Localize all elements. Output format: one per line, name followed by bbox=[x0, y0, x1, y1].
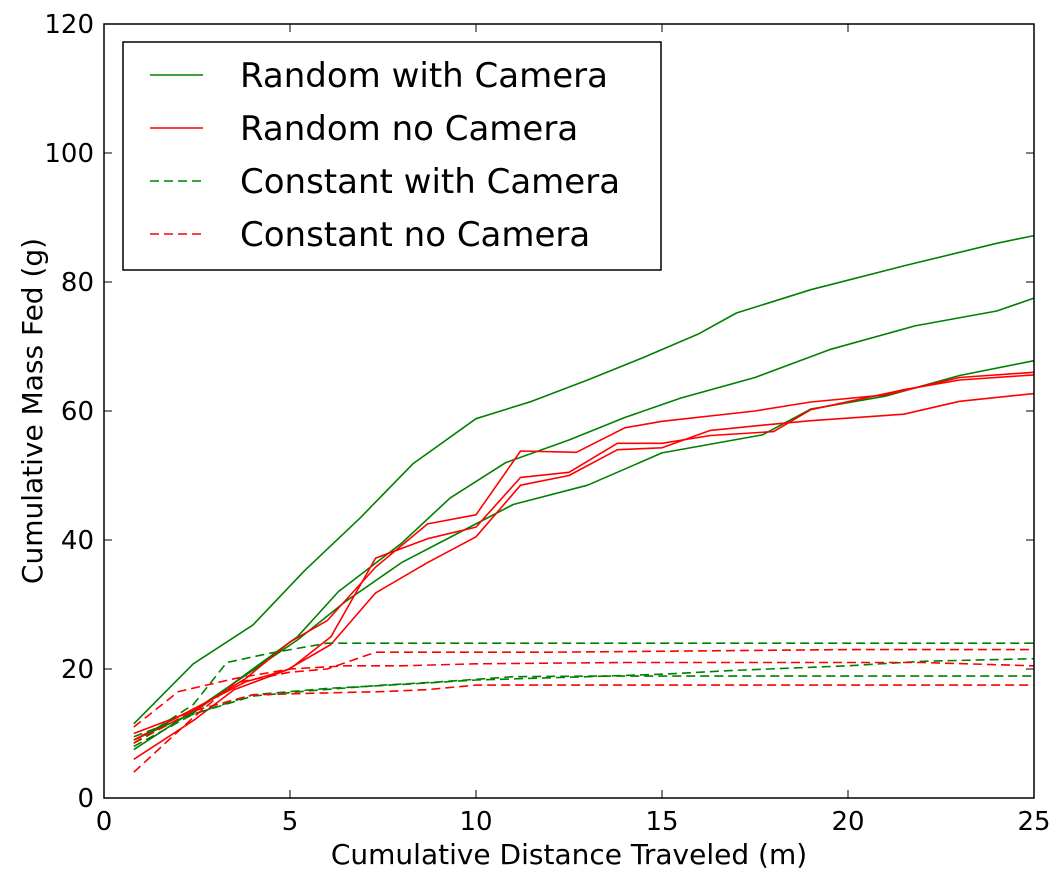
legend-label: Constant no Camera bbox=[240, 215, 590, 255]
x-tick-label: 10 bbox=[459, 807, 492, 837]
series-line-11 bbox=[133, 661, 1035, 728]
x-tick-label: 0 bbox=[96, 807, 113, 837]
legend: Random with Camera Random no Camera Consta… bbox=[122, 41, 662, 271]
x-tick-label: 5 bbox=[282, 807, 299, 837]
legend-label: Random no Camera bbox=[240, 109, 578, 149]
x-tick-label: 15 bbox=[645, 807, 678, 837]
legend-label: Random with Camera bbox=[240, 56, 608, 96]
series-line-7 bbox=[133, 642, 1034, 744]
y-tick-label: 20 bbox=[61, 655, 94, 685]
series-layer bbox=[133, 234, 1035, 773]
x-tick-label: 25 bbox=[1017, 807, 1050, 837]
y-axis-label: Cumulative Mass Fed (g) bbox=[16, 238, 49, 584]
y-tick-label: 60 bbox=[61, 397, 94, 427]
y-tick-label: 40 bbox=[61, 526, 94, 556]
y-tick-label: 0 bbox=[77, 784, 94, 814]
x-axis-label: Cumulative Distance Traveled (m) bbox=[331, 838, 807, 871]
series-line-4 bbox=[133, 371, 1035, 735]
legend-label: Constant with Camera bbox=[240, 162, 620, 202]
series-line-12 bbox=[133, 684, 1034, 744]
legend-box bbox=[122, 41, 662, 271]
series-line-1 bbox=[133, 234, 1035, 725]
y-tick-label: 80 bbox=[61, 268, 94, 298]
x-tick-label: 20 bbox=[831, 807, 864, 837]
y-tick-label: 100 bbox=[44, 139, 94, 169]
y-tick-label: 120 bbox=[44, 10, 94, 40]
ticks-layer: 0 5 10 15 20 25 0 20 40 60 80 100 120 bbox=[44, 10, 1050, 837]
series-line-6 bbox=[133, 392, 1035, 760]
series-line-10 bbox=[133, 648, 1034, 773]
legend-entries: Random with Camera Random no Camera Consta… bbox=[150, 56, 620, 255]
